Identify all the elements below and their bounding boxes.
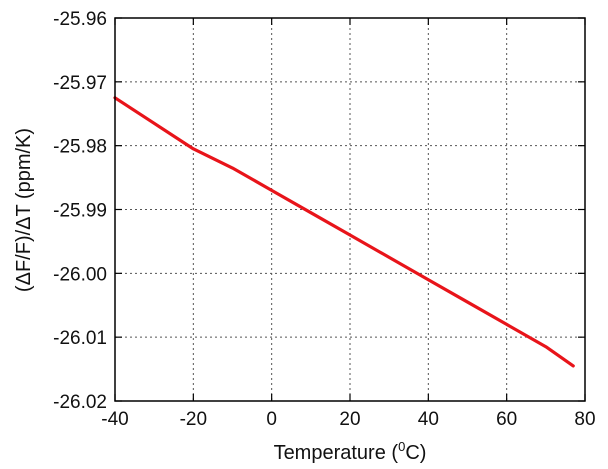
tick-marks bbox=[114, 17, 586, 402]
y-tick-label: -25.98 bbox=[53, 137, 107, 158]
grid-lines bbox=[115, 18, 585, 401]
y-tick-label: -25.96 bbox=[53, 9, 107, 30]
x-tick-label: -20 bbox=[180, 409, 207, 430]
y-axis-label: (ΔF/F)/ΔT (ppm/K) bbox=[13, 128, 35, 292]
y-tick-label: -26.00 bbox=[53, 264, 107, 285]
x-tick-label: 0 bbox=[266, 409, 277, 430]
series-layer bbox=[113, 96, 575, 368]
series-line bbox=[113, 96, 575, 368]
x-axis-label: Temperature (0C) bbox=[274, 439, 427, 464]
x-tick-label: 60 bbox=[496, 409, 517, 430]
x-tick-label: 20 bbox=[339, 409, 360, 430]
y-tick-label: -26.02 bbox=[53, 392, 107, 413]
tick-labels: -40 -20 0 20 40 60 80 -25.96 -25.97 -25.98 -25.99 -… bbox=[53, 9, 595, 430]
y-tick-label: -25.99 bbox=[53, 201, 107, 222]
y-tick-label: -25.97 bbox=[53, 73, 107, 94]
x-tick-label: 40 bbox=[418, 409, 439, 430]
x-tick-label: -40 bbox=[101, 409, 128, 430]
x-tick-label: 80 bbox=[574, 409, 595, 430]
y-tick-label: -26.01 bbox=[53, 328, 107, 349]
